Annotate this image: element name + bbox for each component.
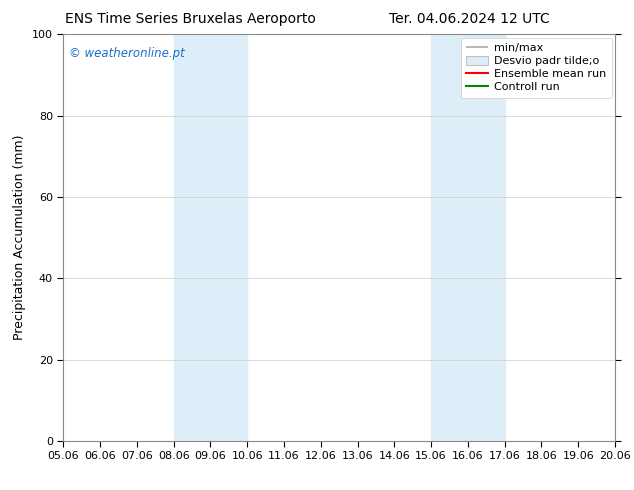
Legend: min/max, Desvio padr tilde;o, Ensemble mean run, Controll run: min/max, Desvio padr tilde;o, Ensemble m… [460,38,612,98]
Bar [174,34,247,441]
Bar [431,34,505,441]
Text: ENS Time Series Bruxelas Aeroporto: ENS Time Series Bruxelas Aeroporto [65,12,316,26]
Y-axis label: Precipitation Accumulation (mm): Precipitation Accumulation (mm) [13,135,27,341]
Text: © weatheronline.pt: © weatheronline.pt [69,47,184,59]
Text: Ter. 04.06.2024 12 UTC: Ter. 04.06.2024 12 UTC [389,12,550,26]
